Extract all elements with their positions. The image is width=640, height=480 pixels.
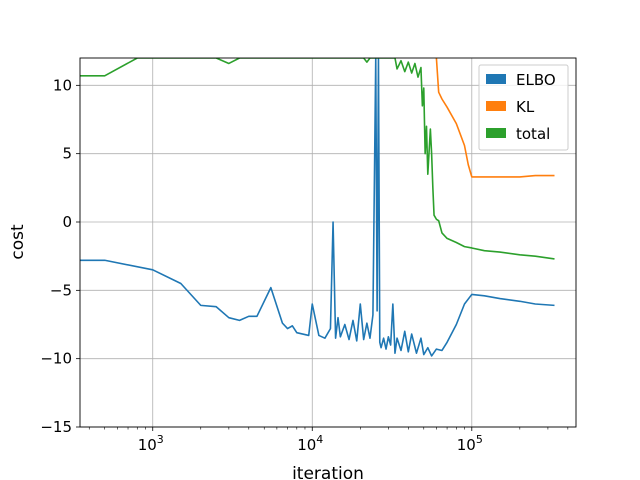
y-tick-label: 5 (62, 145, 72, 163)
x-tick-label: 104 (297, 433, 323, 454)
y-tick-label: 0 (62, 213, 72, 231)
y-tick-label: −10 (40, 350, 72, 368)
series-line-elbo (80, 58, 555, 357)
legend-swatch-kl (486, 101, 506, 111)
y-tick-label: −5 (50, 281, 72, 299)
x-axis-title: iteration (292, 464, 364, 480)
series-layer (80, 58, 555, 357)
legend-swatch-elbo (486, 74, 506, 84)
series-line-total (80, 58, 555, 260)
legend-swatch-total (486, 128, 506, 138)
legend: ELBO KL total (478, 64, 569, 151)
y-tick-label: −15 (40, 418, 72, 436)
series-line-kl (435, 58, 555, 178)
plot-frame (79, 57, 577, 428)
legend-label-total: total (516, 125, 550, 143)
y-tick-label: 10 (53, 76, 72, 94)
y-axis-title: cost (8, 224, 28, 260)
legend-label-kl: KL (516, 98, 535, 116)
x-tick-label: 105 (457, 433, 483, 454)
x-tick-label: 103 (138, 433, 164, 454)
legend-label-elbo: ELBO (516, 71, 556, 89)
